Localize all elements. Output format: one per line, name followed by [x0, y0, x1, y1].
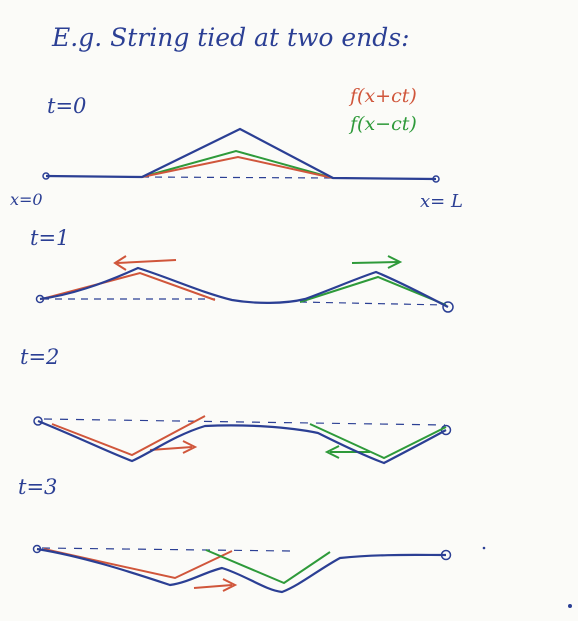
string [39, 266, 449, 308]
baseline-dashed [41, 547, 291, 552]
x-zero-label: x=0 [10, 190, 43, 209]
string [45, 127, 437, 181]
green-wave [141, 149, 334, 179]
left-endpoint [33, 416, 43, 426]
red-arrow-right [193, 578, 238, 592]
red-arrow-right [149, 440, 198, 454]
red-wave [141, 155, 334, 179]
red-wave [43, 548, 233, 580]
green-arrow-right [351, 255, 403, 269]
time-label: t=2 [20, 345, 59, 369]
green-wave [205, 549, 331, 585]
baseline-dashed [141, 176, 334, 179]
ink-dot [482, 546, 486, 550]
legend-backward-label: f(x−ct) [348, 113, 417, 135]
time-label: t=3 [18, 475, 57, 499]
red-wave [51, 415, 206, 457]
x-L-label: x= L [420, 191, 463, 212]
string [36, 547, 447, 594]
green-arrow-left [324, 445, 370, 459]
time-label: t=1 [30, 226, 69, 250]
red-arrow-left [113, 255, 177, 271]
time-label: t=0 [47, 94, 86, 118]
green-wave [309, 423, 447, 460]
ink-dot [568, 604, 572, 608]
baseline-dashed [299, 301, 446, 306]
panel-t2: t=2 [20, 345, 452, 465]
heading: E.g. String tied at two ends: [51, 23, 410, 52]
right-endpoint [442, 301, 454, 313]
green-wave [299, 275, 447, 306]
legend-forward-label: f(x+ct) [348, 85, 417, 107]
panel-t3: t=3 [18, 475, 452, 594]
string [37, 419, 447, 465]
panel-t0: t=0 x=0 x= L [10, 94, 463, 212]
panel-t1: t=1 [30, 226, 454, 313]
baseline-dashed [43, 418, 446, 426]
red-wave [41, 271, 216, 301]
